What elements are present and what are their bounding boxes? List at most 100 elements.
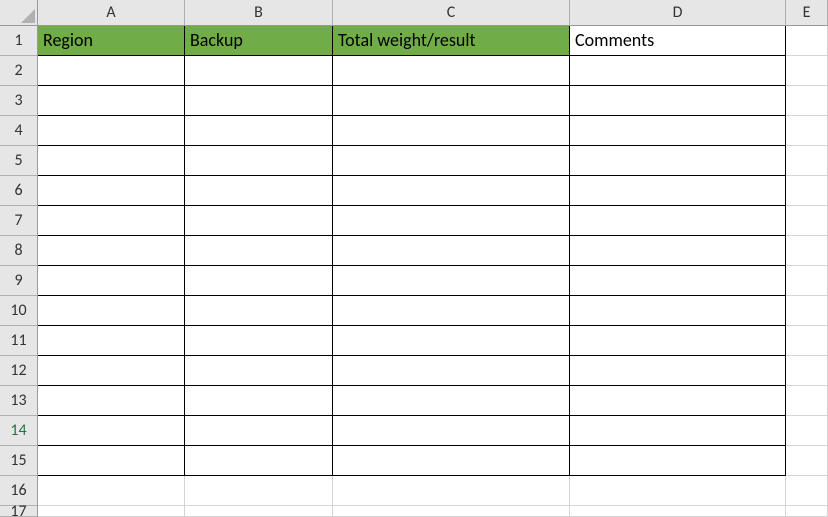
cell-A9[interactable] (38, 266, 185, 296)
cell-A3[interactable] (38, 86, 185, 116)
cell-C10[interactable] (333, 296, 570, 326)
cell-B5[interactable] (185, 146, 333, 176)
row-header-1[interactable]: 1 (0, 26, 38, 56)
cell-C11[interactable] (333, 326, 570, 356)
cell-D4[interactable] (570, 116, 786, 146)
cell-C15[interactable] (333, 446, 570, 476)
row-header-4[interactable]: 4 (0, 116, 38, 146)
cell-A10[interactable] (38, 296, 185, 326)
cell-D9[interactable] (570, 266, 786, 296)
cell-C8[interactable] (333, 236, 570, 266)
cell-D8[interactable] (570, 236, 786, 266)
row-header-6[interactable]: 6 (0, 176, 38, 206)
row-header-8[interactable]: 8 (0, 236, 38, 266)
cell-A15[interactable] (38, 446, 185, 476)
row-header-12[interactable]: 12 (0, 356, 38, 386)
cell-C2[interactable] (333, 56, 570, 86)
cell-A2[interactable] (38, 56, 185, 86)
cell-D15[interactable] (570, 446, 786, 476)
cell-B10[interactable] (185, 296, 333, 326)
cell-B7[interactable] (185, 206, 333, 236)
cell-E10[interactable] (786, 296, 828, 326)
cell-D14[interactable] (570, 416, 786, 446)
column-header-E[interactable]: E (786, 0, 828, 26)
cell-E1[interactable] (786, 26, 828, 56)
cell-E16[interactable] (786, 476, 828, 506)
cell-D13[interactable] (570, 386, 786, 416)
cell-B13[interactable] (185, 386, 333, 416)
cell-D16[interactable] (570, 476, 786, 506)
cell-D1[interactable]: Comments (570, 26, 786, 56)
cell-E13[interactable] (786, 386, 828, 416)
row-header-3[interactable]: 3 (0, 86, 38, 116)
cell-D10[interactable] (570, 296, 786, 326)
row-header-7[interactable]: 7 (0, 206, 38, 236)
cell-A6[interactable] (38, 176, 185, 206)
cell-B2[interactable] (185, 56, 333, 86)
cell-C16[interactable] (333, 476, 570, 506)
cell-B8[interactable] (185, 236, 333, 266)
column-header-C[interactable]: C (333, 0, 570, 26)
cell-A4[interactable] (38, 116, 185, 146)
cell-B16[interactable] (185, 476, 333, 506)
row-header-10[interactable]: 10 (0, 296, 38, 326)
cell-B9[interactable] (185, 266, 333, 296)
cell-B11[interactable] (185, 326, 333, 356)
select-all-corner[interactable] (0, 0, 38, 26)
cell-B12[interactable] (185, 356, 333, 386)
cell-B14[interactable] (185, 416, 333, 446)
cell-A8[interactable] (38, 236, 185, 266)
cell-A11[interactable] (38, 326, 185, 356)
cell-A13[interactable] (38, 386, 185, 416)
row-header-9[interactable]: 9 (0, 266, 38, 296)
cell-E9[interactable] (786, 266, 828, 296)
cell-A17[interactable] (38, 506, 185, 517)
column-header-D[interactable]: D (570, 0, 786, 26)
cell-D12[interactable] (570, 356, 786, 386)
cell-A14[interactable] (38, 416, 185, 446)
cell-E4[interactable] (786, 116, 828, 146)
row-header-11[interactable]: 11 (0, 326, 38, 356)
row-header-5[interactable]: 5 (0, 146, 38, 176)
cell-A5[interactable] (38, 146, 185, 176)
cell-C1[interactable]: Total weight/result (333, 26, 570, 56)
cell-D3[interactable] (570, 86, 786, 116)
column-header-B[interactable]: B (185, 0, 333, 26)
cell-E6[interactable] (786, 176, 828, 206)
cell-B4[interactable] (185, 116, 333, 146)
cell-E2[interactable] (786, 56, 828, 86)
row-header-17[interactable]: 17 (0, 506, 38, 517)
cell-E15[interactable] (786, 446, 828, 476)
cell-C14[interactable] (333, 416, 570, 446)
cell-C5[interactable] (333, 146, 570, 176)
cell-E11[interactable] (786, 326, 828, 356)
cell-A12[interactable] (38, 356, 185, 386)
cell-C13[interactable] (333, 386, 570, 416)
cell-D2[interactable] (570, 56, 786, 86)
cell-E7[interactable] (786, 206, 828, 236)
cell-A1[interactable]: Region (38, 26, 185, 56)
cell-E8[interactable] (786, 236, 828, 266)
cell-C17[interactable] (333, 506, 570, 517)
cell-B15[interactable] (185, 446, 333, 476)
cell-D5[interactable] (570, 146, 786, 176)
cell-C6[interactable] (333, 176, 570, 206)
cell-C12[interactable] (333, 356, 570, 386)
cell-D17[interactable] (570, 506, 786, 517)
cell-C3[interactable] (333, 86, 570, 116)
cell-A16[interactable] (38, 476, 185, 506)
cell-E12[interactable] (786, 356, 828, 386)
cell-B1[interactable]: Backup (185, 26, 333, 56)
row-header-2[interactable]: 2 (0, 56, 38, 86)
cell-E3[interactable] (786, 86, 828, 116)
cell-C9[interactable] (333, 266, 570, 296)
spreadsheet-grid[interactable]: ABCDE 1RegionBackupTotal weight/resultCom… (0, 0, 828, 517)
cell-A7[interactable] (38, 206, 185, 236)
cell-D7[interactable] (570, 206, 786, 236)
cell-D6[interactable] (570, 176, 786, 206)
column-header-A[interactable]: A (38, 0, 185, 26)
row-header-13[interactable]: 13 (0, 386, 38, 416)
cell-E17[interactable] (786, 506, 828, 517)
cell-E5[interactable] (786, 146, 828, 176)
cell-B6[interactable] (185, 176, 333, 206)
